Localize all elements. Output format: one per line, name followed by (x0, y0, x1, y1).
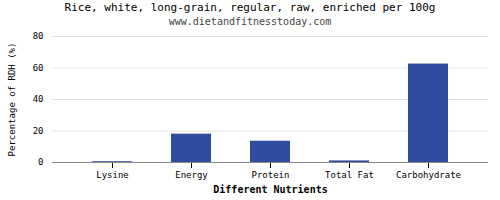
svg-text:60: 60 (33, 63, 44, 73)
svg-text:Different Nutrients: Different Nutrients (213, 184, 327, 195)
html-text:www.dietandfitnesstoday.com: www.dietandfitnesstoday.com (168, 16, 332, 27)
svg-text:Lysine: Lysine (96, 170, 129, 180)
svg-text:40: 40 (33, 94, 44, 104)
svg-text:Carbohydrate: Carbohydrate (396, 170, 461, 180)
svg-text:Protein: Protein (252, 170, 290, 180)
svg-text:80: 80 (33, 31, 44, 41)
svg-text:20: 20 (33, 126, 44, 136)
svg-text:Energy: Energy (175, 170, 208, 180)
svg-text:Total Fat: Total Fat (325, 170, 374, 180)
svg-text:Percentage of RDH (%): Percentage of RDH (%) (7, 43, 17, 157)
html-text:Rice, white, long-grain, regul: Rice, white, long-grain, regular, raw, e… (64, 1, 436, 14)
svg-text:0: 0 (38, 157, 43, 167)
